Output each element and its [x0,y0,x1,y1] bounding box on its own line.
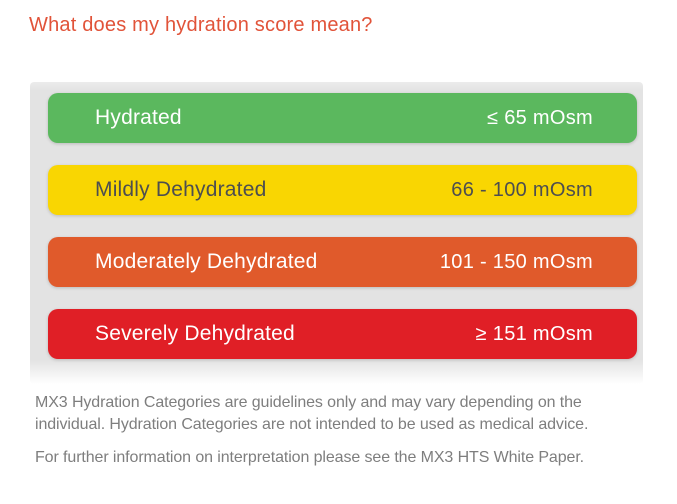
disclaimer-line: For further information on interpretatio… [35,449,585,466]
page-title: What does my hydration score mean? [29,14,373,36]
category-range: ≥ 151 mOsm [475,322,593,345]
category-bar-moderately-dehydrated: Moderately Dehydrated 101 - 150 mOsm [48,237,637,287]
category-range: ≤ 65 mOsm [487,106,593,129]
category-label: Moderately Dehydrated [95,250,318,273]
category-bar-severely-dehydrated: Severely Dehydrated ≥ 151 mOsm [48,309,637,359]
category-label: Mildly Dehydrated [95,178,267,201]
category-bar-hydrated: Hydrated ≤ 65 mOsm [48,93,637,143]
disclaimer-line: individual. Hydration Categories are not… [35,416,589,433]
category-label: Hydrated [95,106,182,129]
category-bar-mildly-dehydrated: Mildly Dehydrated 66 - 100 mOsm [48,165,637,215]
disclaimer-text: MX3 Hydration Categories are guidelines … [35,392,677,469]
disclaimer-line: MX3 Hydration Categories are guidelines … [35,394,582,411]
category-label: Severely Dehydrated [95,322,295,345]
hydration-categories-panel: Hydrated ≤ 65 mOsm Mildly Dehydrated 66 … [30,82,643,384]
category-range: 66 - 100 mOsm [451,178,593,201]
category-range: 101 - 150 mOsm [439,250,593,273]
